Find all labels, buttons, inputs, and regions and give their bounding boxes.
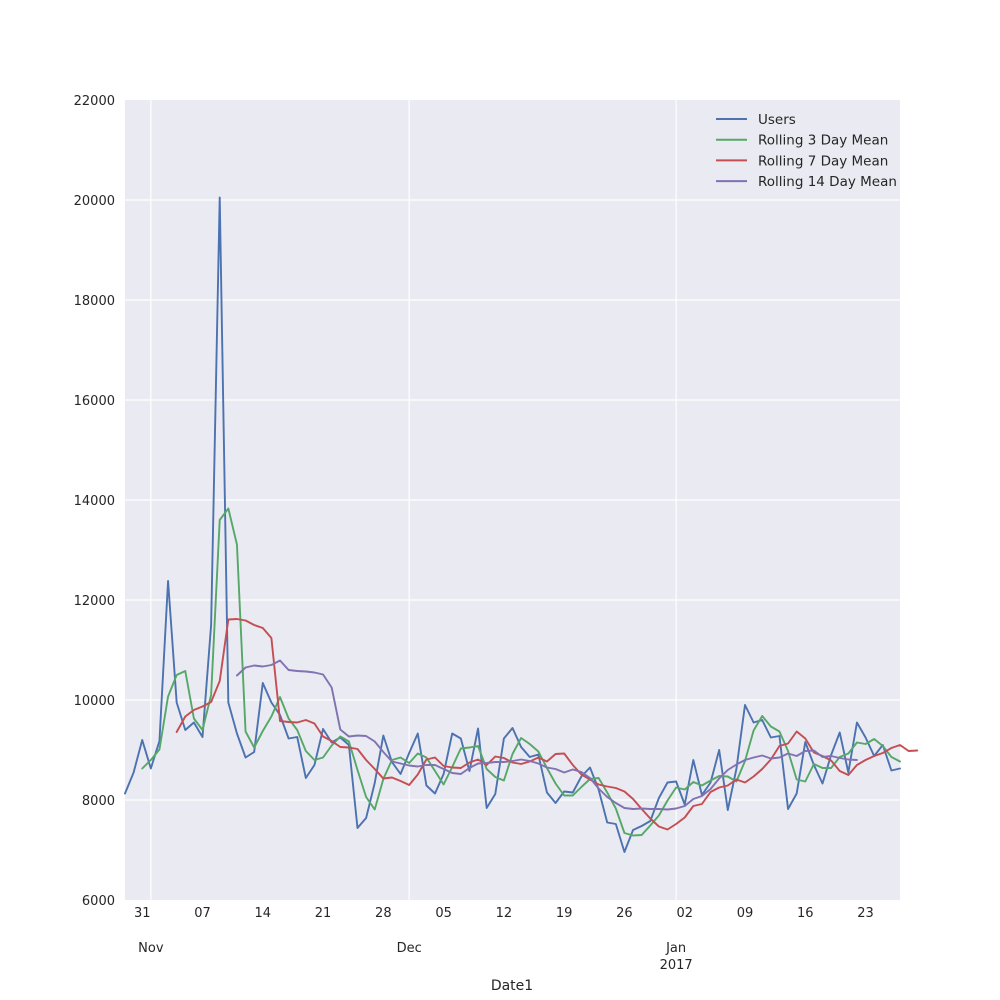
- x-major-tick-label: Nov: [138, 941, 164, 956]
- series-line-users: [124, 196, 901, 853]
- y-tick-label: 6000: [82, 894, 115, 909]
- grid: [125, 100, 900, 900]
- legend-label: Users: [758, 112, 796, 128]
- x-minor-tick-label: 02: [676, 906, 693, 921]
- legend-label: Rolling 7 Day Mean: [758, 153, 888, 169]
- x-major-tick-label: Dec: [397, 941, 422, 956]
- series-line-rolling-3-day-mean: [141, 507, 901, 837]
- x-minor-tick-label: 09: [737, 906, 754, 921]
- x-major-tick-label: Jan: [665, 941, 686, 956]
- x-minor-tick-label: 26: [616, 906, 633, 921]
- y-tick-label: 14000: [74, 494, 115, 509]
- y-tick-label: 22000: [74, 94, 115, 109]
- series-line-rolling-14-day-mean: [235, 659, 858, 811]
- x-minor-tick-label: 19: [556, 906, 573, 921]
- y-tick-label: 20000: [74, 194, 115, 209]
- x-axis: Nov Dec Jan 2017 31 07 14 21 28 05 12 19 26 02 09 16 23: [134, 906, 874, 973]
- x-axis-title: Date1: [491, 978, 533, 994]
- x-minor-tick-label: 12: [496, 906, 513, 921]
- x-minor-tick-label: 31: [134, 906, 151, 921]
- legend: Users Rolling 3 Day Mean Rolling 7 Day Mea…: [716, 112, 897, 190]
- y-axis: 6000 8000 10000 12000 14000 16000 18000 20000 22…: [74, 94, 115, 909]
- legend-label: Rolling 3 Day Mean: [758, 133, 888, 149]
- y-tick-label: 8000: [82, 794, 115, 809]
- y-tick-label: 18000: [74, 294, 115, 309]
- legend-label: Rolling 14 Day Mean: [758, 174, 897, 190]
- y-tick-label: 10000: [74, 694, 115, 709]
- x-minor-tick-label: 16: [797, 906, 814, 921]
- y-tick-label: 16000: [74, 394, 115, 409]
- x-minor-tick-label: 21: [315, 906, 332, 921]
- x-minor-tick-label: 07: [194, 906, 211, 921]
- x-minor-tick-label: 05: [435, 906, 452, 921]
- x-minor-tick-label: 23: [857, 906, 874, 921]
- series-layer: [124, 196, 919, 853]
- series-line-rolling-7-day-mean: [175, 618, 919, 831]
- x-major-tick-sublabel: 2017: [660, 958, 693, 973]
- x-minor-tick-label: 14: [255, 906, 272, 921]
- x-minor-tick-label: 28: [375, 906, 392, 921]
- y-tick-label: 12000: [74, 594, 115, 609]
